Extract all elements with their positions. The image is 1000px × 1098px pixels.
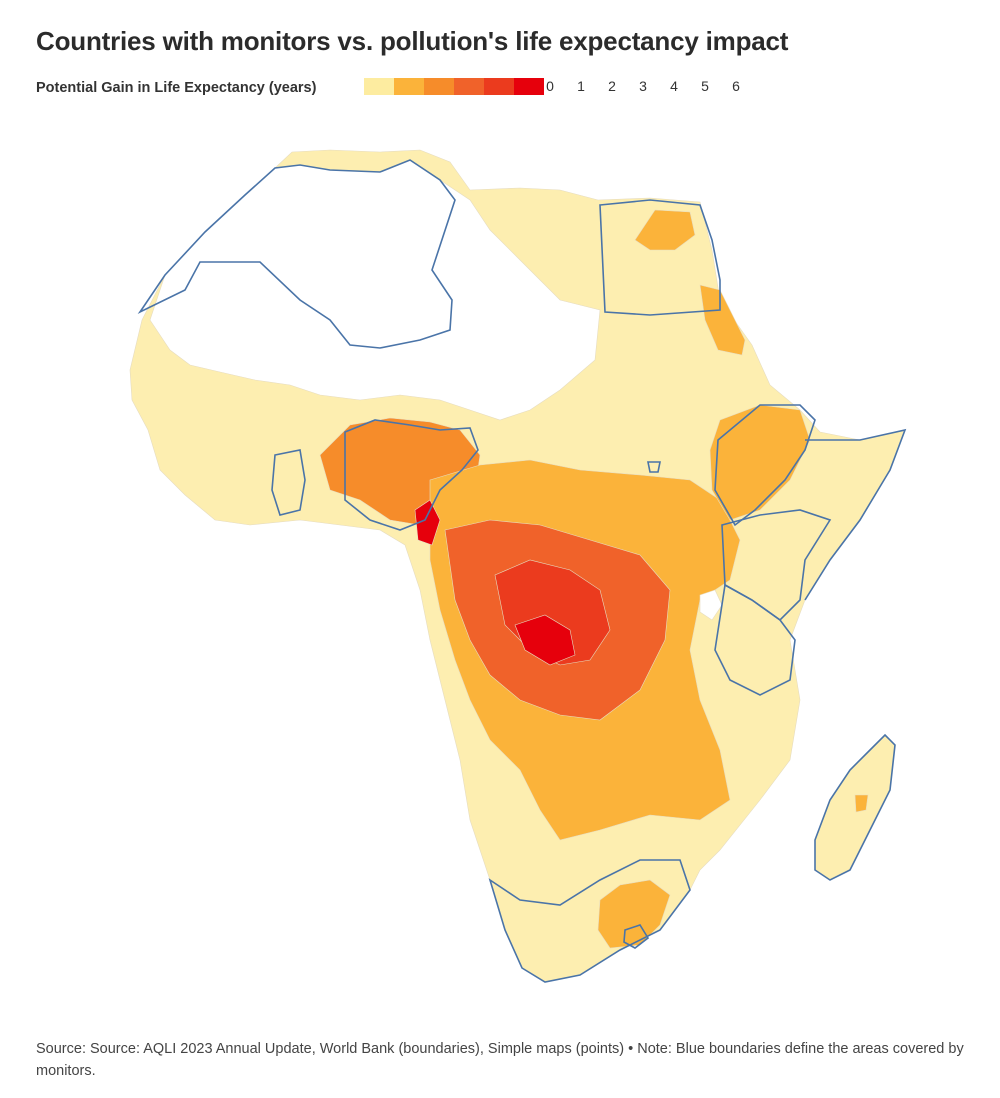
chart-title: Countries with monitors vs. pollution's … bbox=[36, 26, 789, 56]
legend-swatch bbox=[514, 78, 544, 95]
legend-swatch bbox=[484, 78, 514, 95]
monitor-boundary-nigeria bbox=[344, 419, 479, 531]
east-africa-orange-region[interactable] bbox=[709, 404, 811, 521]
monitor-boundary-tanzania bbox=[714, 583, 796, 696]
monitor-boundary-ghana bbox=[271, 449, 306, 516]
madagascar-orange-region[interactable] bbox=[854, 794, 869, 813]
egypt-orange-region[interactable] bbox=[634, 209, 696, 251]
monitor-boundary-madagascar bbox=[814, 733, 896, 881]
legend-tick: 4 bbox=[670, 78, 678, 94]
legend-tick: 3 bbox=[639, 78, 647, 94]
legend-swatch bbox=[364, 78, 394, 95]
africa-map[interactable] bbox=[0, 118, 1000, 998]
legend-tick: 2 bbox=[608, 78, 616, 94]
monitor-boundary-north-africa bbox=[137, 159, 456, 349]
monitor-boundary-ethiopia bbox=[714, 404, 816, 527]
legend-swatch bbox=[454, 78, 484, 95]
monitor-boundary-somalia bbox=[804, 428, 907, 601]
monitor-boundary-chad-lake bbox=[647, 461, 661, 473]
cameroon-hotspot[interactable] bbox=[414, 499, 441, 546]
south-africa-orange-region[interactable] bbox=[597, 879, 671, 949]
hotspot-region[interactable] bbox=[514, 614, 576, 666]
source-note: Source: Source: AQLI 2023 Annual Update,… bbox=[36, 1041, 964, 1079]
monitor-boundaries bbox=[137, 159, 907, 983]
legend-tick: 5 bbox=[701, 78, 709, 94]
monitor-boundary-egypt bbox=[599, 199, 721, 316]
legend-swatches bbox=[364, 78, 544, 95]
legend-label: Potential Gain in Life Expectancy (years… bbox=[36, 80, 317, 96]
monitor-boundary-lesotho bbox=[623, 924, 650, 949]
monitor-boundary-south-africa bbox=[488, 859, 691, 983]
legend-swatch bbox=[424, 78, 454, 95]
legend-tick: 6 bbox=[732, 78, 740, 94]
legend-tick: 0 bbox=[546, 78, 554, 94]
lake-victoria bbox=[699, 589, 723, 621]
legend-swatch bbox=[394, 78, 424, 95]
legend-ticks: 0 1 2 3 4 5 6 bbox=[546, 76, 758, 96]
legend-tick: 1 bbox=[577, 78, 585, 94]
